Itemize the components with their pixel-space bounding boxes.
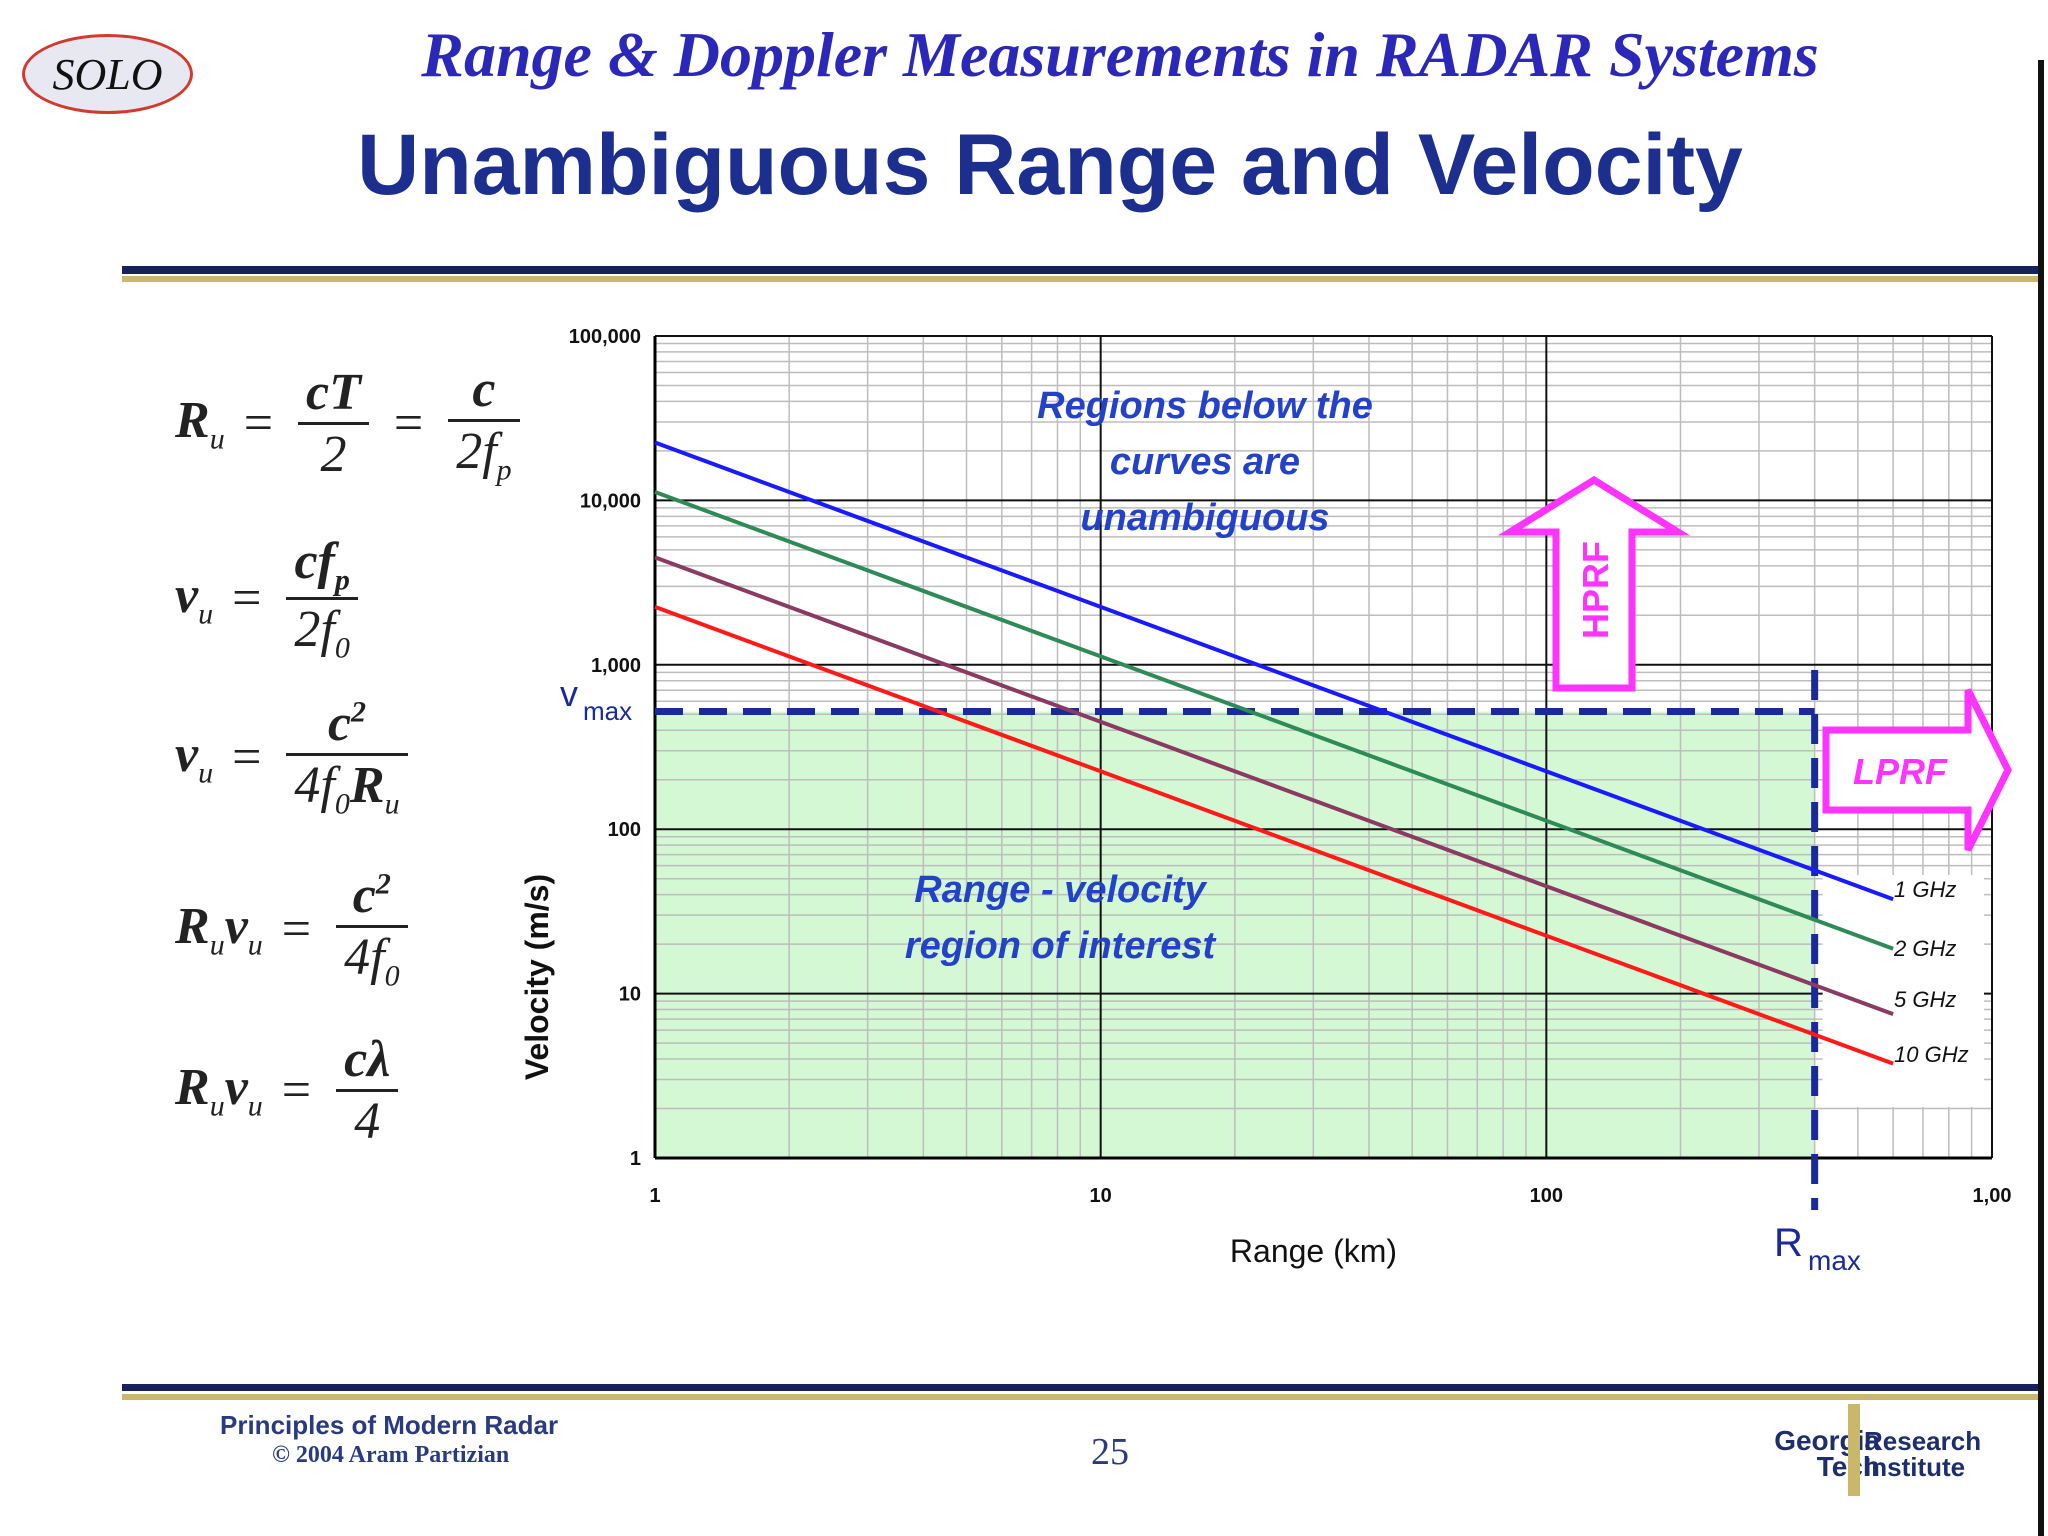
range-velocity-chart: 1 10 100 1,000 10,000 100,000 1 10 100 1,00 Range … xyxy=(519,326,2012,1276)
x-tick-label: 1 xyxy=(649,1185,660,1207)
slide-main-title: Unambiguous Range and Velocity xyxy=(357,117,1743,213)
header-rule-gold xyxy=(122,276,2042,282)
y-tick-label: 1 xyxy=(630,1148,641,1170)
v-max-label: v xyxy=(560,673,578,714)
x-tick-label: 1,00 xyxy=(1973,1185,2012,1207)
v-max-subscript: max xyxy=(583,696,632,726)
y-tick-label: 100,000 xyxy=(569,326,641,348)
series-line xyxy=(654,490,1894,951)
y-tick-label: 100 xyxy=(608,819,641,841)
equation-range-velocity-wavelength: Ruvu = cλ 4 xyxy=(175,1030,404,1151)
series-line xyxy=(654,440,1894,902)
legend-label: 5 GHz xyxy=(1894,987,1956,1012)
interest-annotation: Range - velocity xyxy=(914,869,1207,911)
lprf-arrow xyxy=(1822,688,2012,852)
interest-annotation: region of interest xyxy=(905,925,1217,967)
r-max-subscript: max xyxy=(1808,1245,1861,1276)
unambiguous-annotation: Regions below the xyxy=(1037,385,1373,427)
equation-range-velocity-product: Ruvu = c2 4f0 xyxy=(175,866,414,993)
legend-label: 10 GHz xyxy=(1894,1042,1969,1067)
research-institute-logo: Research Institute xyxy=(1864,1426,1982,1482)
series-line xyxy=(654,555,1894,1017)
y-tick-label: 10,000 xyxy=(580,490,641,512)
r-max-label: R xyxy=(1774,1221,1803,1265)
unambiguous-annotation: unambiguous xyxy=(1080,497,1329,539)
hprf-label: HPRF xyxy=(1575,541,1616,639)
equation-velocity-unambiguous: vu = cfp 2f0 xyxy=(175,532,364,666)
header-rule-navy xyxy=(122,266,2042,274)
legend-box xyxy=(1822,875,1984,1107)
legend-label: 2 GHz xyxy=(1893,936,1956,961)
equation-range-unambiguous: Ru = cT 2 = c 2fp xyxy=(175,360,526,487)
footer-copyright: © 2004 Aram Partizian xyxy=(272,1442,510,1468)
solo-badge-text: SOLO xyxy=(52,49,163,99)
unambiguous-annotation: curves are xyxy=(1110,441,1300,483)
logo-divider xyxy=(1848,1404,1860,1496)
solo-badge: SOLO xyxy=(22,34,193,114)
x-tick-label: 10 xyxy=(1090,1185,1112,1207)
equation-velocity-from-range: vu = c2 4f0Ru xyxy=(175,694,414,821)
georgia-tech-logo: GeorgiaTech xyxy=(1774,1425,1880,1481)
legend-label: 1 GHz xyxy=(1894,877,1956,902)
slide-top-title: Range & Doppler Measurements in RADAR Sy… xyxy=(421,19,1819,90)
footer-course-title: Principles of Modern Radar xyxy=(220,1410,559,1440)
y-axis-label: Velocity (m/s) xyxy=(519,874,555,1080)
lprf-label: LPRF xyxy=(1853,751,1948,792)
series-line xyxy=(654,605,1894,1066)
hprf-arrow xyxy=(1497,475,1691,692)
y-tick-label: 1,000 xyxy=(591,655,641,677)
footer-rule-gold xyxy=(122,1394,2042,1400)
x-tick-label: 100 xyxy=(1530,1185,1563,1207)
x-axis-label: Range (km) xyxy=(1230,1233,1397,1269)
y-tick-label: 10 xyxy=(619,984,641,1006)
footer-rule-navy xyxy=(122,1384,2042,1391)
page-number: 25 xyxy=(1091,1431,1129,1473)
right-edge-bar xyxy=(2038,60,2044,1536)
